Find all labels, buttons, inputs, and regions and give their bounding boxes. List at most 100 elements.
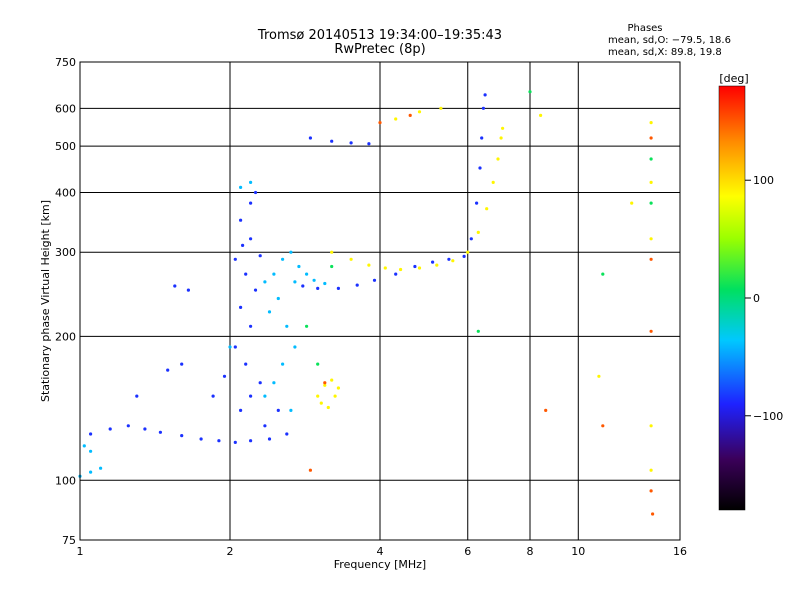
data-point bbox=[267, 437, 272, 441]
data-point bbox=[355, 283, 359, 287]
data-point bbox=[326, 405, 330, 410]
data-point bbox=[180, 434, 184, 438]
data-point bbox=[447, 257, 451, 261]
data-point bbox=[249, 439, 253, 443]
data-point bbox=[258, 381, 262, 385]
data-point bbox=[289, 250, 293, 254]
data-point bbox=[180, 362, 184, 366]
data-point bbox=[135, 394, 139, 398]
data-point bbox=[99, 466, 103, 470]
data-point bbox=[372, 278, 377, 282]
data-point bbox=[186, 288, 190, 292]
x-tick-label: 2 bbox=[227, 545, 234, 558]
data-point bbox=[305, 324, 309, 328]
colorbar-tick-label: −100 bbox=[753, 410, 783, 423]
data-point bbox=[293, 345, 297, 349]
data-point bbox=[217, 439, 221, 443]
data-point bbox=[601, 424, 605, 428]
data-point bbox=[289, 408, 293, 412]
data-point bbox=[491, 180, 495, 184]
data-point bbox=[475, 201, 479, 205]
data-point bbox=[649, 237, 653, 241]
data-point bbox=[89, 470, 93, 474]
data-point bbox=[649, 121, 653, 125]
data-point bbox=[166, 368, 170, 372]
x-axis-ticks: 1 2 4 6 8 10 16 bbox=[77, 545, 688, 558]
data-point bbox=[222, 374, 227, 378]
chart-subtitle: RwPretec (8p) bbox=[334, 42, 425, 57]
data-point bbox=[383, 266, 387, 270]
data-point bbox=[108, 427, 112, 431]
y-tick-label: 200 bbox=[55, 330, 76, 343]
data-point bbox=[239, 408, 243, 412]
data-point bbox=[239, 305, 243, 309]
data-point bbox=[272, 272, 276, 276]
data-point bbox=[276, 296, 280, 301]
data-point bbox=[263, 424, 267, 428]
plot-frame bbox=[79, 61, 681, 541]
data-point bbox=[649, 136, 653, 140]
data-point bbox=[476, 329, 480, 333]
data-point bbox=[323, 383, 327, 387]
data-point bbox=[244, 362, 248, 366]
data-point bbox=[158, 430, 162, 434]
data-point bbox=[480, 136, 484, 140]
data-point bbox=[276, 408, 280, 412]
phases-x-line: mean, sd,X: 89.8, 19.8 bbox=[608, 47, 722, 58]
data-point bbox=[272, 381, 276, 385]
data-point bbox=[301, 284, 305, 288]
x-axis-label: Frequency [MHz] bbox=[334, 558, 426, 571]
data-point bbox=[435, 263, 439, 267]
x-tick-label: 10 bbox=[571, 545, 585, 558]
data-point bbox=[539, 113, 543, 117]
data-point bbox=[330, 250, 334, 254]
data-point bbox=[249, 324, 253, 328]
x-tick-label: 6 bbox=[464, 545, 471, 558]
data-point bbox=[528, 90, 532, 94]
data-point bbox=[330, 378, 334, 382]
data-point bbox=[308, 136, 312, 140]
data-point bbox=[263, 280, 267, 284]
data-point bbox=[597, 374, 601, 378]
data-point bbox=[241, 243, 245, 247]
y-tick-label: 75 bbox=[62, 534, 76, 547]
data-point bbox=[649, 468, 653, 472]
y-tick-label: 500 bbox=[55, 140, 76, 153]
data-point bbox=[649, 257, 653, 261]
data-point bbox=[413, 264, 417, 269]
data-point bbox=[285, 432, 289, 436]
data-point bbox=[297, 264, 301, 269]
data-point bbox=[316, 394, 320, 398]
data-point bbox=[349, 141, 353, 145]
data-point bbox=[466, 250, 470, 254]
phases-o-line: mean, sd,O: −79.5, 18.6 bbox=[608, 35, 731, 46]
data-point bbox=[462, 254, 466, 258]
data-point bbox=[330, 264, 334, 269]
data-point bbox=[651, 512, 655, 516]
data-point bbox=[330, 139, 334, 143]
data-point bbox=[367, 142, 371, 146]
data-point bbox=[293, 280, 297, 284]
data-point bbox=[408, 113, 412, 117]
data-point bbox=[89, 449, 93, 453]
data-point bbox=[305, 272, 309, 276]
x-tick-label: 1 bbox=[77, 545, 84, 558]
data-point bbox=[228, 345, 232, 349]
data-point bbox=[143, 427, 147, 431]
colorbar-tick-label: 100 bbox=[753, 174, 774, 187]
colorbar bbox=[718, 85, 746, 511]
data-point bbox=[211, 394, 215, 398]
data-point bbox=[199, 437, 203, 441]
data-point bbox=[649, 157, 653, 161]
data-point bbox=[249, 237, 253, 241]
data-point bbox=[399, 267, 403, 272]
data-point bbox=[367, 263, 371, 267]
chart-title: Tromsø 20140513 19:34:00–19:35:43 bbox=[257, 28, 502, 43]
colorbar-tick-label: 0 bbox=[753, 292, 760, 305]
data-point bbox=[281, 362, 285, 366]
data-point bbox=[349, 257, 353, 261]
data-point bbox=[601, 272, 605, 276]
data-point bbox=[499, 136, 503, 140]
data-point bbox=[249, 394, 253, 398]
data-point bbox=[649, 489, 653, 493]
